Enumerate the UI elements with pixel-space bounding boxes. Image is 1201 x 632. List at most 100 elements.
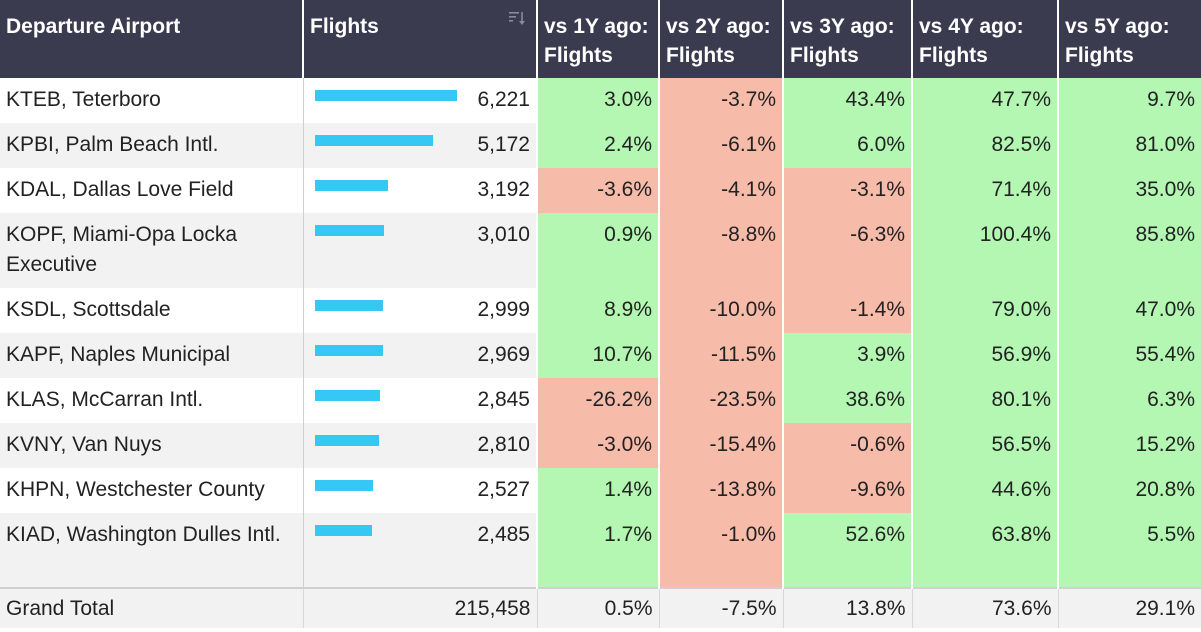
vs-5y-cell: 81.0%	[1058, 123, 1201, 168]
grand-total-vs-4y: 73.6%	[912, 587, 1059, 628]
vs-3y-cell: -6.3%	[783, 213, 913, 288]
vs-3y-cell: -0.6%	[783, 423, 913, 468]
flights-value: 3,010	[477, 223, 530, 246]
table-row[interactable]: KPBI, Palm Beach Intl. 5,172 2.4% -6.1% 6.0%…	[0, 123, 1201, 168]
flights-value: 2,485	[477, 523, 530, 546]
vs-2y-cell: -10.0%	[659, 288, 784, 333]
airport-cell: KSDL, Scottsdale	[0, 288, 304, 333]
vs-1y-cell: 8.9%	[537, 288, 660, 333]
vs-2y-cell: -13.8%	[659, 468, 784, 513]
vs-2y-cell: -1.0%	[659, 513, 784, 588]
table-row[interactable]: KSDL, Scottsdale 2,999 8.9% -10.0% -1.4% 79.0…	[0, 288, 1201, 333]
vs-3y-cell: 3.9%	[783, 333, 913, 378]
vs-1y-cell: 10.7%	[537, 333, 660, 378]
flights-value: 2,999	[477, 298, 530, 321]
table-row[interactable]: KTEB, Teterboro 6,221 3.0% -3.7% 43.4% 47.7% 9…	[0, 78, 1201, 123]
flights-bar	[314, 525, 372, 536]
vs-4y-cell: 47.7%	[912, 78, 1059, 123]
vs-5y-cell: 9.7%	[1058, 78, 1201, 123]
vs-2y-cell: -3.7%	[659, 78, 784, 123]
col-header-vs-3y[interactable]: vs 3Y ago: Flights	[783, 0, 913, 78]
grand-total-vs-3y: 13.8%	[783, 587, 913, 628]
airport-cell: KOPF, Miami-Opa Locka Executive	[0, 213, 304, 288]
flights-value: 6,221	[477, 88, 530, 111]
airport-cell: KDAL, Dallas Love Field	[0, 168, 304, 213]
vs-3y-cell: -9.6%	[783, 468, 913, 513]
vs-1y-cell: 1.7%	[537, 513, 660, 588]
flights-value: 2,527	[477, 478, 530, 501]
airport-cell: KIAD, Washington Dulles Intl.	[0, 513, 304, 588]
vs-5y-cell: 6.3%	[1058, 378, 1201, 423]
col-header-vs-2y[interactable]: vs 2Y ago: Flights	[659, 0, 784, 78]
vs-1y-cell: 0.9%	[537, 213, 660, 288]
vs-2y-cell: -8.8%	[659, 213, 784, 288]
col-header-flights[interactable]: Flights	[303, 0, 538, 78]
vs-4y-cell: 71.4%	[912, 168, 1059, 213]
vs-5y-cell: 47.0%	[1058, 288, 1201, 333]
flights-cell: 2,810	[303, 423, 538, 468]
vs-2y-cell: -6.1%	[659, 123, 784, 168]
flights-value: 2,969	[477, 343, 530, 366]
vs-5y-cell: 55.4%	[1058, 333, 1201, 378]
flights-cell: 2,527	[303, 468, 538, 513]
col-header-vs-1y[interactable]: vs 1Y ago: Flights	[537, 0, 660, 78]
vs-1y-cell: 3.0%	[537, 78, 660, 123]
header-row: Departure Airport Flights vs 1Y ago: Fli…	[0, 0, 1201, 78]
flights-bar	[314, 90, 457, 101]
flights-bar	[314, 300, 383, 311]
table-row[interactable]: KHPN, Westchester County 2,527 1.4% -13.8% -…	[0, 468, 1201, 513]
airport-cell: KTEB, Teterboro	[0, 78, 304, 123]
col-header-departure-airport[interactable]: Departure Airport	[0, 0, 304, 78]
table-row[interactable]: KLAS, McCarran Intl. 2,845 -26.2% -23.5% 38.…	[0, 378, 1201, 423]
flights-cell: 2,969	[303, 333, 538, 378]
vs-3y-cell: 6.0%	[783, 123, 913, 168]
table-body: KTEB, Teterboro 6,221 3.0% -3.7% 43.4% 47.7% 9…	[0, 78, 1201, 588]
flights-cell: 5,172	[303, 123, 538, 168]
col-header-vs-4y[interactable]: vs 4Y ago: Flights	[912, 0, 1059, 78]
vs-2y-cell: -15.4%	[659, 423, 784, 468]
vs-1y-cell: 2.4%	[537, 123, 660, 168]
grand-total-flights: 215,458	[303, 587, 538, 628]
flights-value: 3,192	[477, 178, 530, 201]
flights-cell: 2,485	[303, 513, 538, 588]
vs-5y-cell: 85.8%	[1058, 213, 1201, 288]
vs-2y-cell: -4.1%	[659, 168, 784, 213]
flights-value: 2,845	[477, 388, 530, 411]
vs-3y-cell: 43.4%	[783, 78, 913, 123]
vs-1y-cell: -3.0%	[537, 423, 660, 468]
vs-4y-cell: 56.5%	[912, 423, 1059, 468]
flights-cell: 3,192	[303, 168, 538, 213]
vs-4y-cell: 100.4%	[912, 213, 1059, 288]
flights-bar	[314, 180, 388, 191]
grand-total-row: Grand Total 215,458 0.5% -7.5% 13.8% 73.…	[0, 587, 1201, 628]
flights-value: 5,172	[477, 133, 530, 156]
table-row[interactable]: KVNY, Van Nuys 2,810 -3.0% -15.4% -0.6% 56.5%…	[0, 423, 1201, 468]
flights-bar	[314, 480, 373, 491]
vs-4y-cell: 63.8%	[912, 513, 1059, 588]
vs-4y-cell: 82.5%	[912, 123, 1059, 168]
col-header-flights-label: Flights	[310, 15, 379, 38]
vs-2y-cell: -23.5%	[659, 378, 784, 423]
airport-cell: KAPF, Naples Municipal	[0, 333, 304, 378]
airport-cell: KVNY, Van Nuys	[0, 423, 304, 468]
vs-5y-cell: 15.2%	[1058, 423, 1201, 468]
airport-cell: KHPN, Westchester County	[0, 468, 304, 513]
flights-cell: 6,221	[303, 78, 538, 123]
flights-bar	[314, 225, 384, 236]
grand-total-vs-2y: -7.5%	[659, 587, 784, 628]
vs-5y-cell: 35.0%	[1058, 168, 1201, 213]
table-row[interactable]: KIAD, Washington Dulles Intl. 2,485 1.7% -1…	[0, 513, 1201, 588]
table-row[interactable]: KAPF, Naples Municipal 2,969 10.7% -11.5% 3.…	[0, 333, 1201, 378]
col-header-vs-5y[interactable]: vs 5Y ago: Flights	[1058, 0, 1201, 78]
vs-5y-cell: 20.8%	[1058, 468, 1201, 513]
sort-descending-icon[interactable]	[508, 10, 526, 26]
table-row[interactable]: KOPF, Miami-Opa Locka Executive 3,010 0.9%…	[0, 213, 1201, 288]
grand-total-vs-1y: 0.5%	[537, 587, 660, 628]
table-row[interactable]: KDAL, Dallas Love Field 3,192 -3.6% -4.1% -3…	[0, 168, 1201, 213]
grand-total-vs-5y: 29.1%	[1058, 587, 1201, 628]
vs-4y-cell: 79.0%	[912, 288, 1059, 333]
flights-bar	[314, 390, 380, 401]
flights-bar	[314, 435, 379, 446]
vs-4y-cell: 56.9%	[912, 333, 1059, 378]
